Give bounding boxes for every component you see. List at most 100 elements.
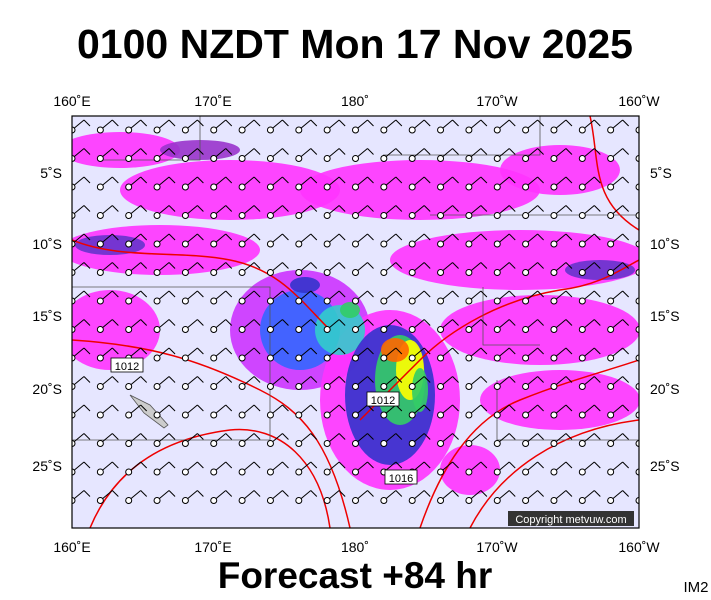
station bbox=[96, 468, 104, 476]
barb-flag bbox=[83, 433, 91, 440]
barb-flag bbox=[140, 404, 148, 412]
barb-flag bbox=[367, 119, 374, 127]
station bbox=[96, 155, 104, 162]
precip-area bbox=[412, 368, 428, 412]
station bbox=[210, 183, 218, 191]
barb-flag bbox=[338, 119, 346, 127]
barb-flag bbox=[310, 205, 318, 212]
station bbox=[72, 240, 76, 248]
station bbox=[493, 155, 501, 162]
station bbox=[635, 126, 639, 134]
station bbox=[125, 126, 133, 134]
station bbox=[550, 155, 558, 162]
barb-flag bbox=[140, 319, 148, 326]
barb-flag bbox=[168, 319, 176, 326]
station bbox=[465, 269, 473, 276]
station bbox=[238, 383, 246, 390]
barb-flag bbox=[140, 119, 148, 127]
station bbox=[323, 297, 331, 305]
barb-flag bbox=[168, 433, 176, 440]
station bbox=[323, 326, 331, 333]
barb-flag bbox=[140, 347, 148, 355]
barb-flag bbox=[593, 176, 601, 184]
barb-flag bbox=[565, 376, 573, 383]
lat-label-left: 10˚S bbox=[32, 236, 62, 252]
barb-flag bbox=[83, 376, 91, 383]
precip-area bbox=[75, 235, 145, 255]
barb-flag bbox=[565, 233, 573, 241]
barb-flag bbox=[452, 148, 459, 155]
station bbox=[352, 183, 359, 191]
station bbox=[323, 240, 331, 248]
station bbox=[266, 297, 274, 305]
station bbox=[465, 183, 473, 191]
barb-flag bbox=[83, 205, 91, 212]
barb-flag bbox=[225, 433, 233, 440]
station bbox=[125, 297, 133, 305]
barb-flag bbox=[622, 319, 630, 326]
barb-flag bbox=[197, 148, 204, 155]
station bbox=[238, 269, 246, 276]
barb-flag bbox=[537, 490, 544, 497]
precip-area bbox=[120, 160, 340, 220]
station bbox=[437, 126, 445, 134]
barb-flag bbox=[197, 233, 204, 241]
barb-flag bbox=[225, 205, 233, 212]
barb-flag bbox=[197, 490, 204, 497]
station bbox=[437, 411, 445, 419]
lat-label-left: 25˚S bbox=[32, 458, 62, 474]
station bbox=[72, 411, 76, 419]
station bbox=[352, 354, 359, 362]
barb-flag bbox=[452, 205, 459, 212]
station bbox=[181, 155, 189, 162]
lat-label-right: 25˚S bbox=[650, 458, 680, 474]
station bbox=[153, 326, 161, 333]
barb-flag bbox=[140, 376, 148, 383]
isobar-label: 1012 bbox=[371, 395, 395, 407]
station bbox=[607, 126, 615, 134]
station bbox=[550, 126, 558, 134]
station bbox=[607, 269, 615, 276]
barb-flag bbox=[622, 404, 630, 412]
station bbox=[72, 497, 76, 504]
barb-flag bbox=[111, 404, 119, 412]
barb-flag bbox=[423, 347, 431, 355]
barb-flag bbox=[310, 290, 318, 298]
barb-flag bbox=[367, 176, 374, 184]
overlay bbox=[72, 116, 639, 528]
barb-flag bbox=[537, 290, 544, 298]
barb-flag bbox=[282, 319, 289, 326]
station bbox=[635, 354, 639, 362]
barb-flag bbox=[395, 376, 403, 383]
station bbox=[266, 126, 274, 134]
barb-flag bbox=[225, 176, 233, 184]
barb-flag bbox=[537, 176, 544, 184]
station bbox=[493, 212, 501, 219]
barb-flag bbox=[197, 461, 204, 469]
barb-flag bbox=[593, 290, 601, 298]
isobar-label: 1012 bbox=[115, 361, 139, 373]
station bbox=[607, 212, 615, 219]
station bbox=[550, 269, 558, 276]
barb-flag bbox=[83, 148, 91, 155]
barb-flag bbox=[537, 461, 544, 469]
station bbox=[210, 468, 218, 476]
barb-flag bbox=[593, 148, 601, 155]
barb-flag bbox=[593, 347, 601, 355]
barb-flag bbox=[651, 149, 657, 155]
station bbox=[578, 269, 586, 276]
station bbox=[635, 240, 639, 248]
barb-flag bbox=[367, 290, 374, 298]
barb-flag bbox=[651, 291, 657, 297]
station bbox=[408, 354, 416, 362]
barb-flag bbox=[508, 433, 516, 440]
barb-flag bbox=[197, 404, 204, 412]
barb-flag bbox=[537, 433, 544, 440]
station bbox=[493, 183, 501, 191]
precip-area bbox=[290, 277, 320, 293]
station bbox=[635, 383, 639, 390]
lat-label-right: 10˚S bbox=[650, 236, 680, 252]
barb-flag bbox=[565, 148, 573, 155]
station bbox=[96, 269, 104, 276]
